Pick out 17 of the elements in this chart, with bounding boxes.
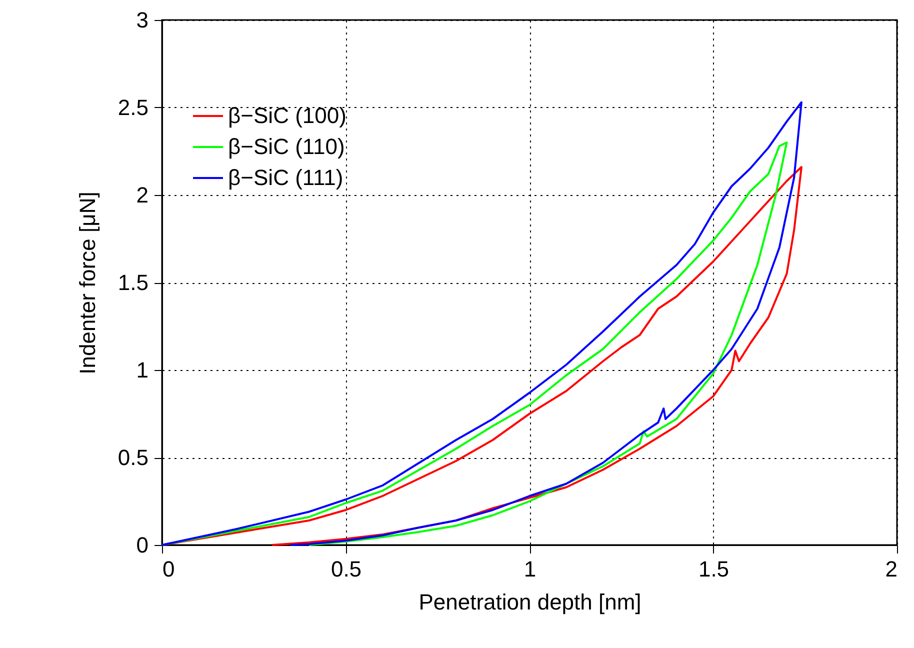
y-tick-label: 0 [136,532,148,558]
y-tick-label: 3 [136,8,148,32]
x-tick-label: 2 [885,556,898,582]
y-tick-label: 1 [136,358,148,382]
x-tick-label: 0 [162,556,175,582]
x-axis-title: Penetration depth [nm] [418,590,642,614]
y-tick-label: 2.5 [118,95,148,120]
y-tick-label: 1.5 [118,270,148,295]
y-axis-title: Indenter force [μN] [74,192,100,374]
x-tick-label: 1.5 [698,556,730,582]
x-tick-label: 0.5 [330,556,362,582]
y-tick-label: 0.5 [118,445,148,470]
legend-label: β−SiC (100) [228,103,346,128]
legend-label: β−SiC (111) [228,165,344,190]
x-tick-label: 1 [524,556,536,582]
y-tick-label: 2 [136,182,148,208]
legend-label: β−SiC (110) [228,134,345,159]
